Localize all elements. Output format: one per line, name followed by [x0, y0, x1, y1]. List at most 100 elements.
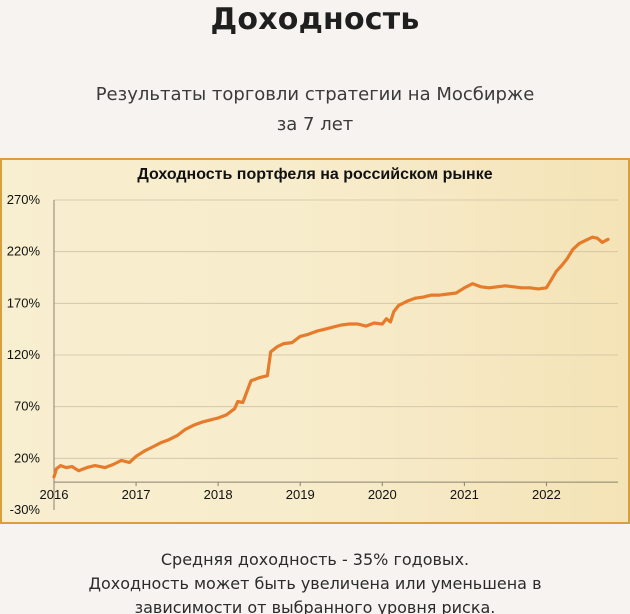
data-point — [134, 454, 138, 458]
x-tick-label: 2016 — [40, 487, 69, 502]
data-point — [595, 236, 599, 240]
data-point — [577, 242, 581, 245]
data-point — [315, 329, 318, 333]
data-point — [413, 296, 417, 300]
data-point — [52, 475, 56, 479]
data-point — [600, 241, 604, 244]
y-tick-label: -30% — [10, 502, 41, 517]
data-point — [269, 350, 273, 354]
data-point — [536, 287, 540, 291]
data-point — [372, 321, 376, 325]
data-point — [77, 469, 80, 473]
data-point — [307, 332, 310, 336]
data-point — [282, 342, 286, 345]
x-tick-label: 2017 — [122, 487, 151, 502]
data-point — [64, 466, 68, 469]
series-line-0 — [52, 235, 610, 479]
data-point — [438, 293, 442, 297]
data-point — [70, 465, 74, 468]
footer-line-1: Средняя доходность - 35% годовых. — [160, 550, 470, 569]
x-tick-label: 2018 — [204, 487, 233, 502]
data-point — [225, 413, 228, 417]
data-point — [430, 293, 433, 297]
data-point — [128, 461, 131, 464]
data-point — [339, 323, 343, 327]
data-point — [236, 400, 240, 403]
page-subtitle: Результаты торговли стратегии на Мосбирж… — [95, 84, 535, 135]
data-point — [298, 335, 302, 338]
data-point — [504, 284, 507, 288]
data-point — [348, 322, 351, 326]
data-point — [487, 286, 491, 290]
data-point — [606, 237, 610, 241]
data-point — [397, 304, 401, 307]
data-point — [364, 324, 368, 328]
data-point — [571, 248, 575, 251]
data-point — [454, 291, 458, 295]
x-tick-label: 2020 — [368, 487, 397, 502]
data-point — [275, 345, 279, 349]
data-point — [159, 441, 163, 445]
data-point — [520, 286, 524, 290]
y-tick-label: 170% — [7, 295, 41, 310]
data-point — [119, 459, 123, 462]
data-point — [584, 238, 588, 242]
data-point — [495, 285, 499, 289]
data-point — [59, 464, 62, 467]
data-point — [55, 467, 58, 471]
data-point — [241, 401, 245, 404]
data-point — [446, 292, 450, 296]
data-point — [331, 325, 335, 329]
data-point — [356, 322, 360, 326]
data-point — [463, 286, 466, 290]
data-point — [257, 376, 261, 380]
data-point — [216, 416, 220, 420]
data-point — [512, 285, 515, 289]
data-point — [392, 310, 396, 313]
data-point — [565, 257, 569, 261]
y-tick-label: 20% — [14, 450, 40, 465]
data-point — [167, 438, 171, 442]
footer-line-2: Доходность может быть увеличена или умен… — [88, 574, 542, 614]
data-point — [111, 463, 115, 466]
y-tick-label: 70% — [14, 399, 40, 414]
data-point — [389, 320, 392, 324]
x-tick-label: 2022 — [532, 487, 561, 502]
data-point — [142, 449, 146, 453]
data-point — [192, 423, 195, 427]
data-point — [208, 418, 212, 422]
data-point — [405, 299, 409, 303]
chart-panel: Доходность портфеля на российском рынке … — [0, 158, 630, 524]
data-point — [290, 341, 294, 344]
x-tick-label: 2019 — [286, 487, 315, 502]
x-tick-label: 2021 — [450, 487, 479, 502]
data-point — [545, 286, 548, 290]
data-point — [85, 466, 89, 469]
data-point — [471, 282, 474, 286]
data-point — [183, 428, 187, 431]
data-point — [479, 285, 483, 289]
data-point — [93, 464, 97, 467]
data-point — [323, 327, 327, 331]
footer-text: Средняя доходность - 35% годовых. Доходн… — [60, 548, 570, 614]
data-point — [421, 295, 425, 299]
data-point — [550, 278, 553, 281]
data-point — [385, 317, 388, 321]
data-point — [175, 434, 179, 437]
data-point — [200, 420, 204, 424]
data-point — [554, 269, 558, 273]
data-point — [591, 235, 594, 239]
data-point — [249, 379, 253, 383]
data-point — [151, 445, 154, 449]
data-point — [380, 322, 384, 326]
page-title: Доходность — [210, 2, 420, 37]
data-point — [266, 374, 269, 378]
y-tick-label: 270% — [7, 192, 41, 207]
data-point — [103, 466, 107, 469]
chart-svg: -30% 20% 70% 120% 170% 220% 270% 2016 2017 2018 20… — [7, 192, 618, 517]
data-point — [233, 407, 237, 411]
y-tick-label: 220% — [7, 244, 41, 259]
data-point — [559, 264, 563, 268]
y-tick-label: 120% — [7, 347, 41, 362]
